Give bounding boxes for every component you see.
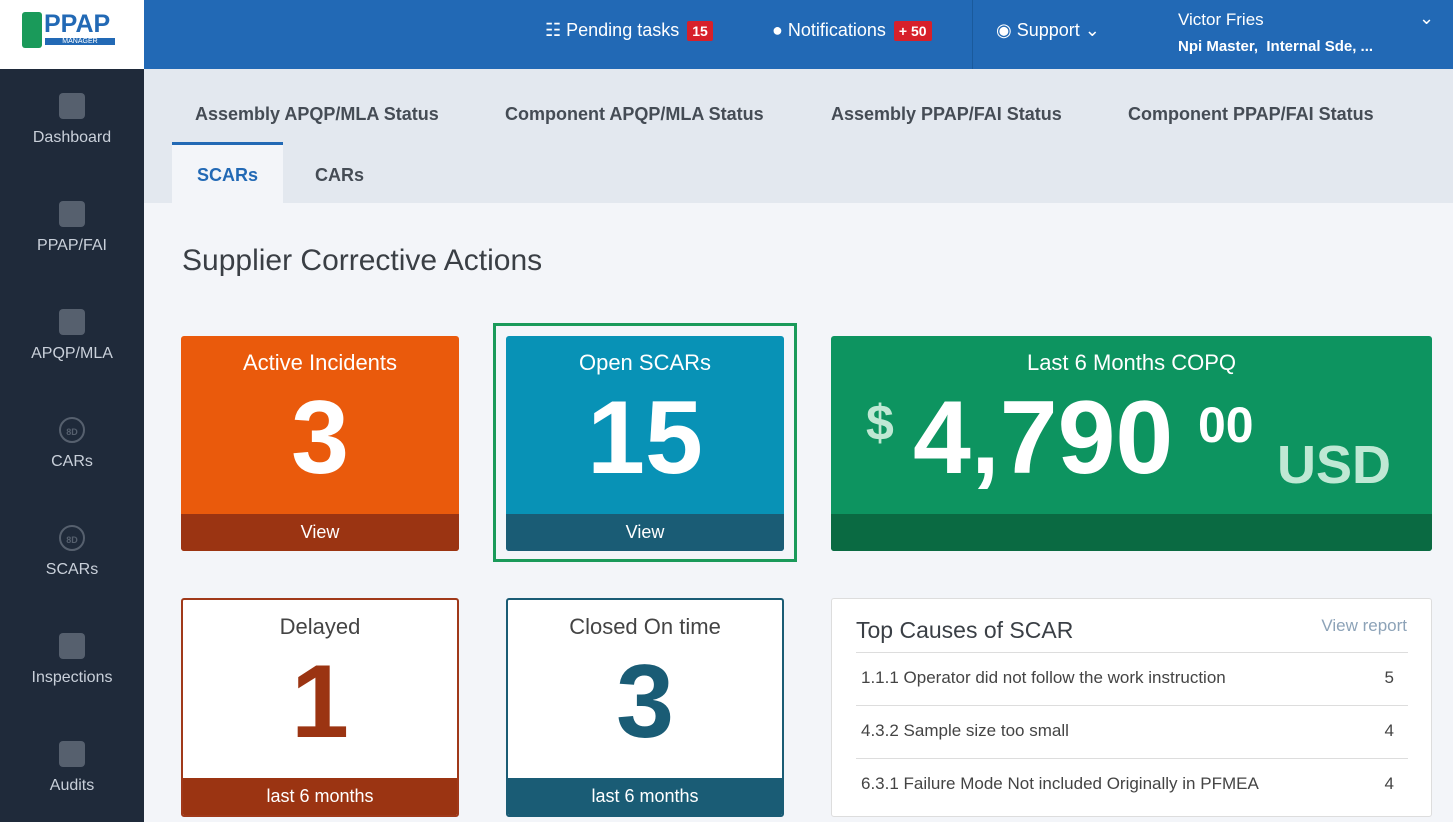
card-title: Last 6 Months COPQ	[1026, 350, 1237, 375]
pending-tasks[interactable]: ☷ Pending tasks 15	[545, 20, 713, 41]
support-label: Support	[1016, 20, 1080, 40]
sidebar-label: PPAP/FAI	[37, 237, 107, 254]
cause-row: 1.1.1 Operator did not follow the work i…	[856, 652, 1408, 705]
cause-label: 6.3.1 Failure Mode Not included Original…	[861, 774, 1259, 793]
sidebar-icon: 8D	[59, 417, 85, 443]
sidebar-label: Inspections	[31, 669, 113, 686]
card-copq: Last 6 Months COPQ $ 4,790 00 USD	[831, 336, 1432, 551]
user-menu-arrow[interactable]: ⌄	[1419, 8, 1435, 28]
card-footer: last 6 months	[508, 778, 782, 815]
sidebar-icon	[59, 633, 85, 659]
sidebar-icon	[59, 201, 85, 227]
tabs: Assembly APQP/MLA Status Component APQP/M…	[144, 69, 1453, 203]
copq-currency: USD	[1277, 435, 1392, 495]
cause-count: 4	[1384, 774, 1394, 793]
logo[interactable]: PPAP MANAGER	[0, 0, 144, 69]
heading: Supplier Corrective Actions	[182, 244, 543, 277]
logo-icon	[22, 12, 42, 48]
cause-label: 1.1.1 Operator did not follow the work i…	[861, 668, 1226, 687]
card-open-scars: Open SCARs 15 View	[506, 336, 784, 551]
sidebar-item[interactable]: 8D SCARs	[0, 525, 144, 579]
card-delayed: Delayed 1 last 6 months	[181, 598, 459, 817]
card-footer[interactable]: View	[506, 514, 784, 551]
sidebar-item[interactable]: 8D CARs	[0, 417, 144, 471]
card-value: 3	[291, 380, 349, 496]
user-roles: Npi Master, Internal Sde, ...	[1178, 38, 1374, 55]
tab[interactable]: CARs	[315, 165, 365, 185]
tab[interactable]: Component PPAP/FAI Status	[1128, 104, 1374, 124]
card-title: Open SCARs	[578, 350, 712, 375]
tab[interactable]: Component APQP/MLA Status	[505, 104, 764, 124]
sidebar-item[interactable]: PPAP/FAI	[0, 201, 144, 255]
highlight-box	[493, 323, 797, 562]
pending-label: Pending tasks	[566, 20, 680, 40]
cause-count: 4	[1384, 721, 1394, 740]
card-value: 3	[616, 644, 674, 760]
card-value: 15	[587, 380, 703, 496]
card-title: Active Incidents	[242, 350, 398, 375]
cause-row: 6.3.1 Failure Mode Not included Original…	[856, 758, 1408, 811]
user-name[interactable]: Victor Fries	[1178, 10, 1264, 29]
logo-subtitle: MANAGER	[45, 38, 115, 45]
sidebar-item[interactable]: Audits	[0, 741, 144, 795]
tab[interactable]: Assembly PPAP/FAI Status	[831, 104, 1062, 124]
card-value: 1	[291, 644, 349, 760]
copq-whole: 4,790	[913, 380, 1174, 496]
tab[interactable]: Assembly APQP/MLA Status	[195, 104, 439, 124]
cause-label: 4.3.2 Sample size too small	[861, 721, 1069, 740]
notifications-label: Notifications	[787, 20, 886, 40]
sidebar-label: Dashboard	[32, 129, 112, 146]
top-causes-panel: Top Causes of SCAR View report 1.1.1 Ope…	[831, 598, 1432, 817]
sidebar-icon	[59, 741, 85, 767]
copq-symbol: $	[866, 395, 894, 451]
notifications[interactable]: ● Notifications + 50	[772, 20, 932, 41]
card-footer	[831, 514, 1432, 551]
card-title: Delayed	[279, 614, 361, 639]
cause-count: 5	[1384, 668, 1394, 687]
sidebar-icon	[59, 309, 85, 335]
topbar: ☷ Pending tasks 15 ● Notifications + 50 ◉ …	[144, 0, 1453, 69]
sidebar-label: SCARs	[45, 561, 99, 578]
view-report-link[interactable]: View report	[1321, 616, 1407, 635]
logo-title: PPAP	[44, 10, 111, 38]
copq-cents: 00	[1198, 397, 1254, 453]
divider	[972, 0, 973, 69]
sidebar-label: Audits	[49, 777, 95, 794]
cause-row: 4.3.2 Sample size too small 4	[856, 705, 1408, 758]
sidebar-item[interactable]: Dashboard	[0, 93, 144, 147]
sidebar-item[interactable]: Inspections	[0, 633, 144, 687]
sidebar-label: CARs	[51, 453, 93, 470]
active-tab-bg	[172, 142, 283, 203]
card-footer: last 6 months	[183, 778, 457, 815]
tab-active[interactable]: SCARs	[197, 165, 259, 185]
sidebar-icon	[59, 93, 85, 119]
pending-count: 15	[687, 21, 713, 41]
sidebar: Dashboard PPAP/FAI APQP/MLA 8D CARs 8D SCARs In…	[0, 69, 144, 822]
panel-title: Top Causes of SCAR	[856, 617, 1074, 643]
card-closed-on-time: Closed On time 3 last 6 months	[506, 598, 784, 817]
sidebar-item[interactable]: APQP/MLA	[0, 309, 144, 363]
card-active-incidents: Active Incidents 3 View	[181, 336, 459, 551]
card-footer[interactable]: View	[181, 514, 459, 551]
sidebar-icon: 8D	[59, 525, 85, 551]
notifications-count: + 50	[893, 21, 932, 41]
sidebar-label: APQP/MLA	[31, 345, 113, 362]
support[interactable]: ◉ Support ⌄	[996, 20, 1100, 40]
card-title: Closed On time	[569, 614, 721, 639]
